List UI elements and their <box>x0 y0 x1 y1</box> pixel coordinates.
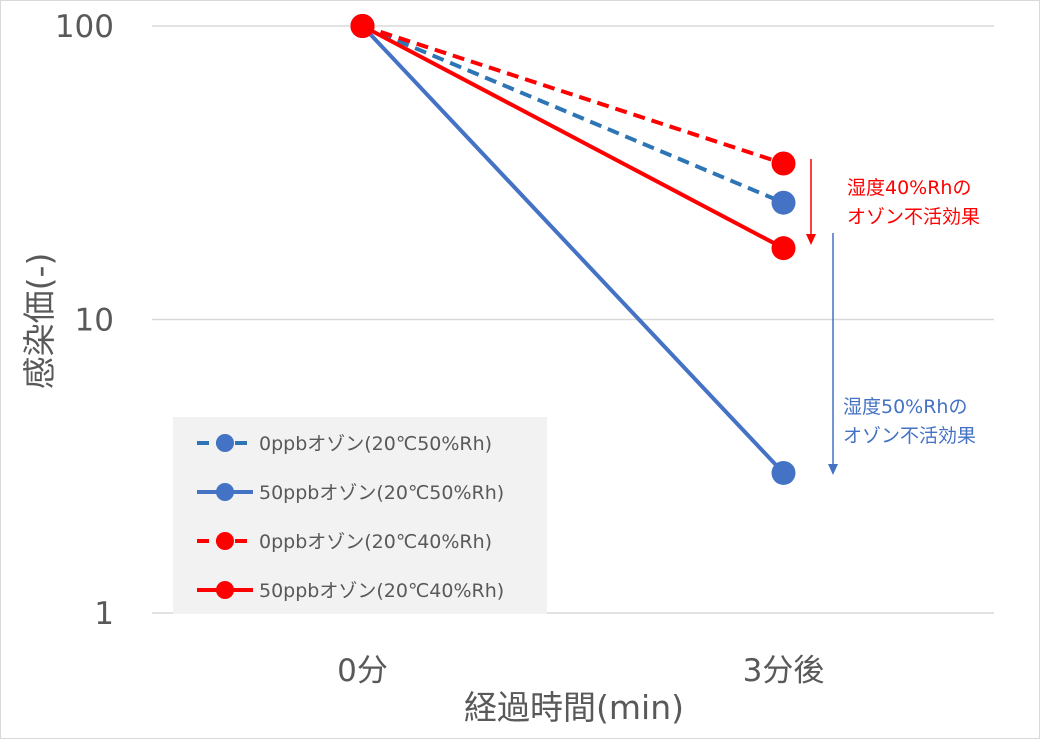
data-point <box>771 151 796 176</box>
legend-entry: 50ppbオゾン(20℃50%Rh) <box>197 482 504 504</box>
series-line <box>361 24 785 166</box>
annotation-text: 湿度40%Rhの <box>847 177 971 199</box>
y-tick-label: 10 <box>75 303 114 339</box>
arrowhead-icon <box>828 464 838 475</box>
legend-label: 0ppbオゾン(20℃40%Rh) <box>259 531 492 553</box>
annotation-text: オゾン不活効果 <box>847 206 980 228</box>
x-tick-labels: 0分 3分後 <box>337 653 824 689</box>
data-point <box>771 460 796 485</box>
y-tick-label: 1 <box>94 596 114 632</box>
y-tick-labels: 1 10 100 <box>55 9 114 632</box>
legend-label: 50ppbオゾン(20℃50%Rh) <box>259 482 504 504</box>
y-tick-label: 100 <box>55 9 114 45</box>
legend-background <box>173 417 547 614</box>
series-line <box>361 24 785 205</box>
series-4 <box>350 14 796 261</box>
legend: 0ppbオゾン(20℃50%Rh) 50ppbオゾン(20℃50%Rh) 0ppbオ… <box>173 417 547 614</box>
legend-entry: 0ppbオゾン(20℃40%Rh) <box>197 531 492 553</box>
legend-swatch-marker <box>216 434 234 452</box>
series-2 <box>350 14 796 485</box>
arrowhead-icon <box>806 234 816 245</box>
series-3 <box>350 14 796 176</box>
data-point <box>771 236 796 261</box>
data-point <box>771 190 796 215</box>
legend-label: 0ppbオゾン(20℃50%Rh) <box>259 433 492 455</box>
annotation-text: オゾン不活効果 <box>843 425 976 447</box>
legend-entry: 50ppbオゾン(20℃40%Rh) <box>197 580 504 602</box>
legend-label: 50ppbオゾン(20℃40%Rh) <box>259 580 504 602</box>
legend-entry: 0ppbオゾン(20℃50%Rh) <box>197 433 492 455</box>
data-point <box>350 14 375 38</box>
x-tick-label: 0分 <box>337 653 388 689</box>
legend-swatch-marker <box>216 483 234 501</box>
series-lines <box>350 14 796 485</box>
legend-swatch-marker <box>216 532 234 550</box>
x-axis-title: 経過時間(min) <box>464 688 684 727</box>
annotation-text: 湿度50%Rhの <box>843 396 967 418</box>
y-axis-title: 感染価(-) <box>20 253 59 390</box>
series-line <box>361 24 785 475</box>
x-tick-label: 3分後 <box>743 653 825 689</box>
legend-swatch-marker <box>216 581 234 599</box>
series-line <box>361 24 785 250</box>
